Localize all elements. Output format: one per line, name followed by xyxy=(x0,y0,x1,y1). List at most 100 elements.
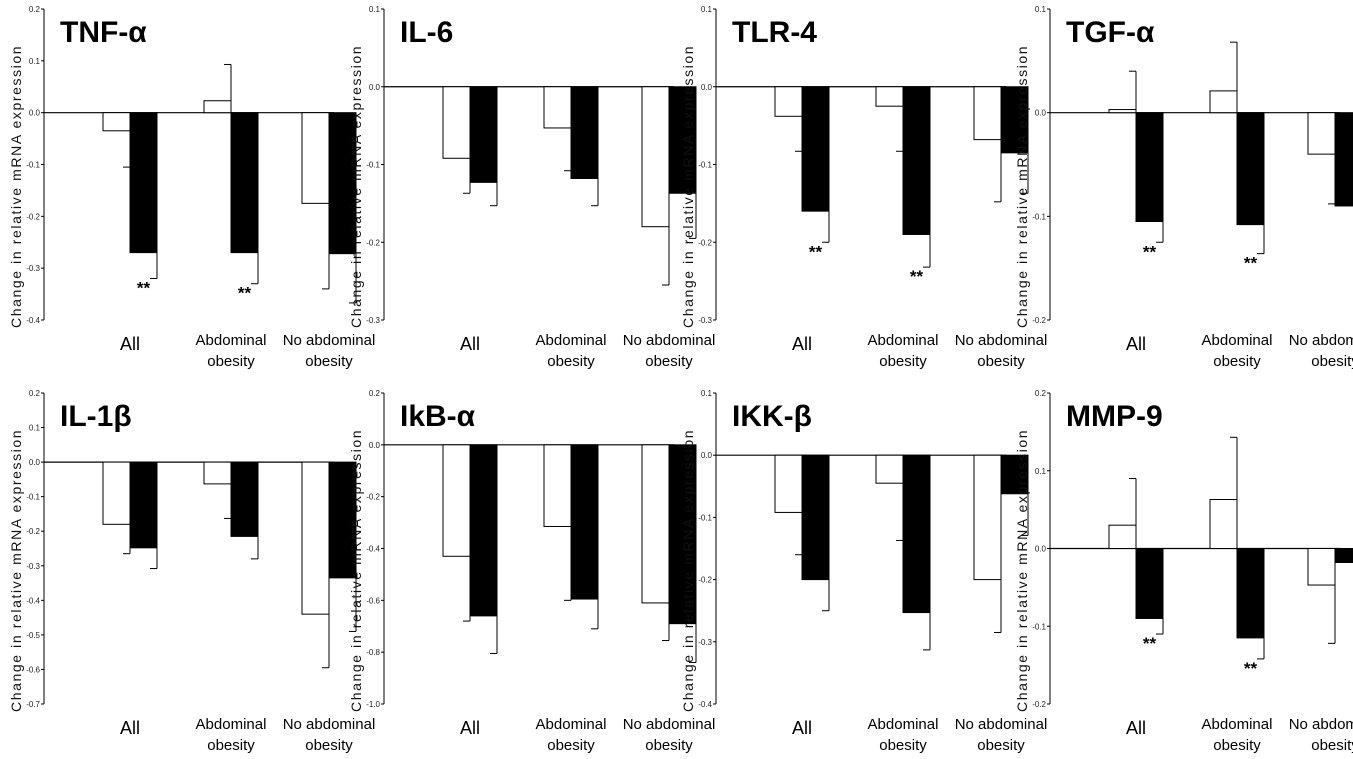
bar xyxy=(668,444,697,625)
y-tick-label: 0.2 xyxy=(1035,389,1047,398)
y-axis-label: Change in relative mRNA expression xyxy=(680,44,696,328)
y-tick-label: 0.1 xyxy=(29,424,41,433)
y-tick-label: -0.2 xyxy=(1032,316,1046,325)
category-label: No abdominal xyxy=(283,716,376,733)
category-label: obesity xyxy=(207,737,255,754)
y-tick-label: 0.0 xyxy=(701,83,713,92)
bar xyxy=(641,444,670,604)
bar xyxy=(442,86,471,159)
category-label: obesity xyxy=(547,353,595,370)
bar-chart: -1.0 -0.8 -0.6 -0.4 -0.2 0.0 0.2 All Abdominal ob… xyxy=(366,389,715,754)
y-tick-label: -0.1 xyxy=(698,513,712,522)
y-tick-label: -0.1 xyxy=(26,493,40,502)
category-label: Abdominal xyxy=(868,716,939,733)
significance-marker: ** xyxy=(1143,242,1157,261)
category-label: obesity xyxy=(1213,737,1261,754)
category-label: obesity xyxy=(645,353,693,370)
y-tick-label: 0.0 xyxy=(29,109,41,118)
y-tick-label: -0.1 xyxy=(1032,212,1046,221)
bar xyxy=(102,112,131,132)
category-label: obesity xyxy=(977,353,1025,370)
chart-panel: -1.0 -0.8 -0.6 -0.4 -0.2 0.0 0.2 All Abdominal ob… xyxy=(340,384,715,754)
bar xyxy=(1209,90,1238,114)
y-tick-label: 0.0 xyxy=(1035,109,1047,118)
bar xyxy=(774,454,803,513)
bar xyxy=(1334,548,1353,563)
category-label: Abdominal xyxy=(1202,716,1273,733)
chart-title: TGF-α xyxy=(1066,16,1155,49)
bar xyxy=(129,112,158,254)
y-tick-label: -0.7 xyxy=(26,700,40,709)
bar xyxy=(902,454,931,614)
bar xyxy=(1209,499,1238,549)
bar-chart: -0.2 -0.1 0.0 0.1 ** ** All Abdominal obesity No … xyxy=(1032,5,1353,370)
category-label: Abdominal xyxy=(868,332,939,349)
category-label: No abdominal xyxy=(623,716,716,733)
bar xyxy=(203,100,232,114)
bar xyxy=(902,86,931,235)
chart-title: TNF-α xyxy=(60,16,147,49)
category-label: obesity xyxy=(879,353,927,370)
category-label: obesity xyxy=(1311,353,1353,370)
category-label: Abdominal xyxy=(196,716,267,733)
y-tick-label: -0.1 xyxy=(698,161,712,170)
bar xyxy=(570,444,599,600)
bar xyxy=(102,461,131,525)
y-tick-label: -0.3 xyxy=(26,562,40,571)
bar xyxy=(641,86,670,228)
category-label: All xyxy=(792,718,812,738)
y-tick-label: 0.1 xyxy=(1035,5,1047,14)
bar xyxy=(328,461,357,579)
chart-panel: -0.7 -0.6 -0.5 -0.4 -0.3 -0.2 -0.1 0.0 0.1 0.2 All… xyxy=(0,384,375,754)
bar xyxy=(668,86,697,194)
chart-title: TLR-4 xyxy=(732,16,817,49)
bar xyxy=(1108,109,1137,114)
bar xyxy=(801,86,830,212)
bar xyxy=(203,461,232,485)
y-tick-label: -0.4 xyxy=(26,596,40,605)
category-label: Abdominal xyxy=(196,332,267,349)
bar xyxy=(301,461,330,615)
chart-panel: -0.2 -0.1 0.0 0.1 0.2 ** ** All Abdominal obesity… xyxy=(1006,384,1353,754)
y-tick-label: 0.2 xyxy=(29,389,41,398)
significance-marker: ** xyxy=(1244,659,1258,678)
y-tick-label: -0.6 xyxy=(26,665,40,674)
bar xyxy=(1135,112,1164,223)
category-label: No abdominal xyxy=(623,332,716,349)
y-tick-label: 0.1 xyxy=(701,389,713,398)
bar-chart: -0.4 -0.3 -0.2 -0.1 0.0 0.1 0.2 ** ** All Abdomina… xyxy=(26,5,375,370)
bar xyxy=(230,461,259,537)
bar xyxy=(1000,454,1029,495)
chart-panel: -0.4 -0.3 -0.2 -0.1 0.0 0.1 All Abdominal obesit… xyxy=(672,384,1047,754)
category-label: No abdominal xyxy=(1289,716,1353,733)
bar xyxy=(469,86,498,183)
category-label: All xyxy=(120,718,140,738)
y-tick-label: -0.3 xyxy=(366,316,380,325)
y-tick-label: 0.1 xyxy=(701,5,713,14)
y-tick-label: -0.4 xyxy=(26,316,40,325)
chart-panel: -0.3 -0.2 -0.1 0.0 0.1 ** ** All Abdominal obesit… xyxy=(672,0,1047,370)
category-label: All xyxy=(120,334,140,354)
bar xyxy=(774,86,803,117)
chart-title: IkB-α xyxy=(400,400,476,433)
significance-marker: ** xyxy=(1143,634,1157,653)
y-tick-label: -1.0 xyxy=(366,700,380,709)
y-axis-label: Change in relative mRNA expression xyxy=(1014,44,1030,328)
bar xyxy=(442,444,471,557)
y-axis-label: Change in relative mRNA expression xyxy=(1014,428,1030,712)
y-tick-label: 0.2 xyxy=(29,5,41,14)
y-tick-label: -0.2 xyxy=(26,527,40,536)
bar xyxy=(543,444,572,527)
category-label: obesity xyxy=(305,353,353,370)
y-tick-label: -0.5 xyxy=(26,631,40,640)
y-tick-label: -0.2 xyxy=(698,576,712,585)
category-label: obesity xyxy=(879,737,927,754)
y-tick-label: -0.3 xyxy=(26,264,40,273)
y-tick-label: -0.4 xyxy=(698,700,712,709)
y-axis-label: Change in relative mRNA expression xyxy=(348,428,364,712)
y-axis-label: Change in relative mRNA expression xyxy=(680,428,696,712)
y-tick-label: 0.1 xyxy=(29,57,41,66)
chart-title: MMP-9 xyxy=(1066,400,1163,433)
y-tick-label: -0.2 xyxy=(698,238,712,247)
